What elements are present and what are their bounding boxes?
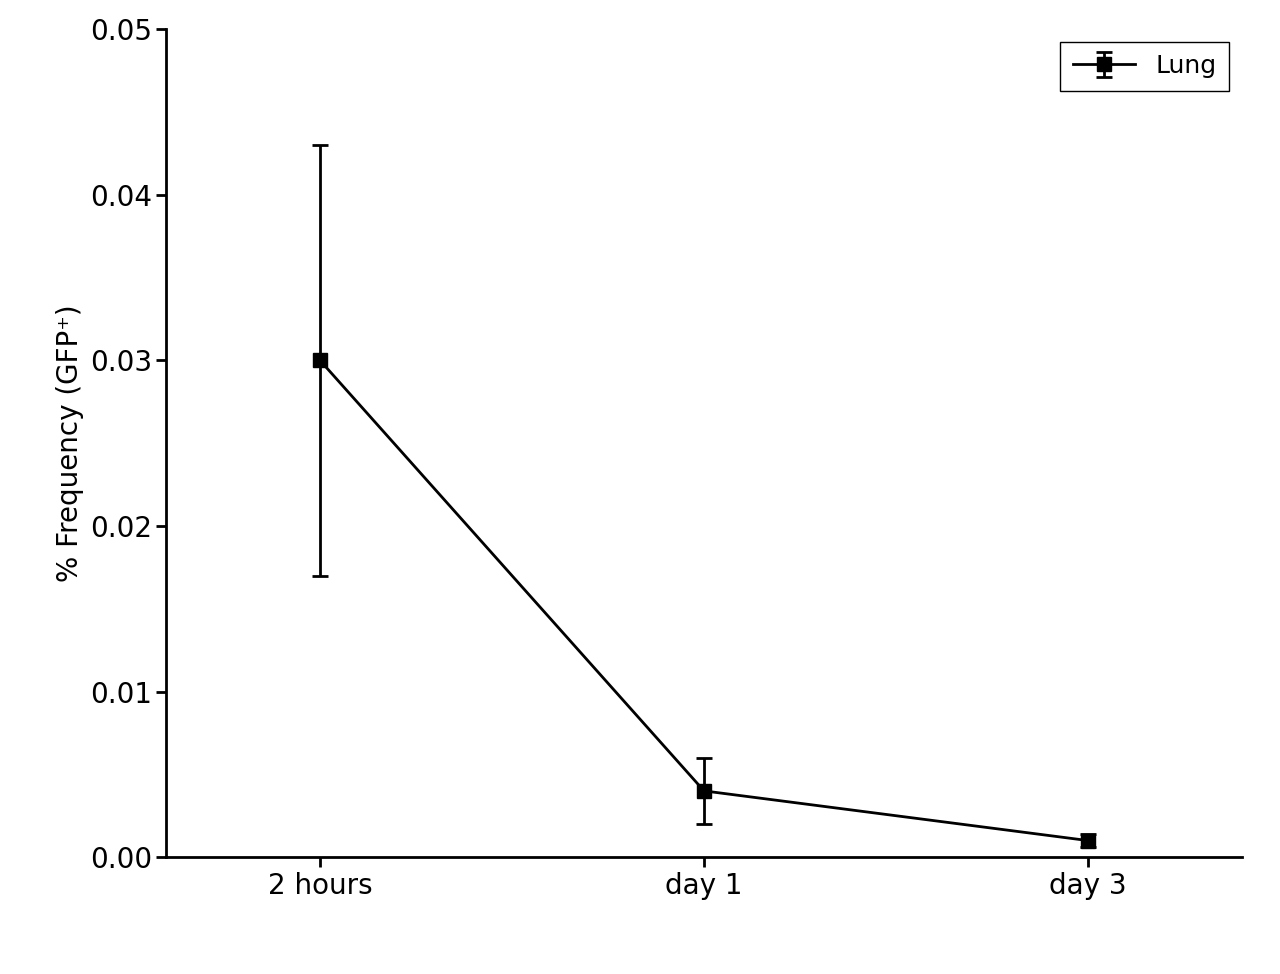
Y-axis label: % Frequency (GFP⁺): % Frequency (GFP⁺) — [56, 304, 84, 582]
Legend: Lung: Lung — [1060, 42, 1229, 91]
